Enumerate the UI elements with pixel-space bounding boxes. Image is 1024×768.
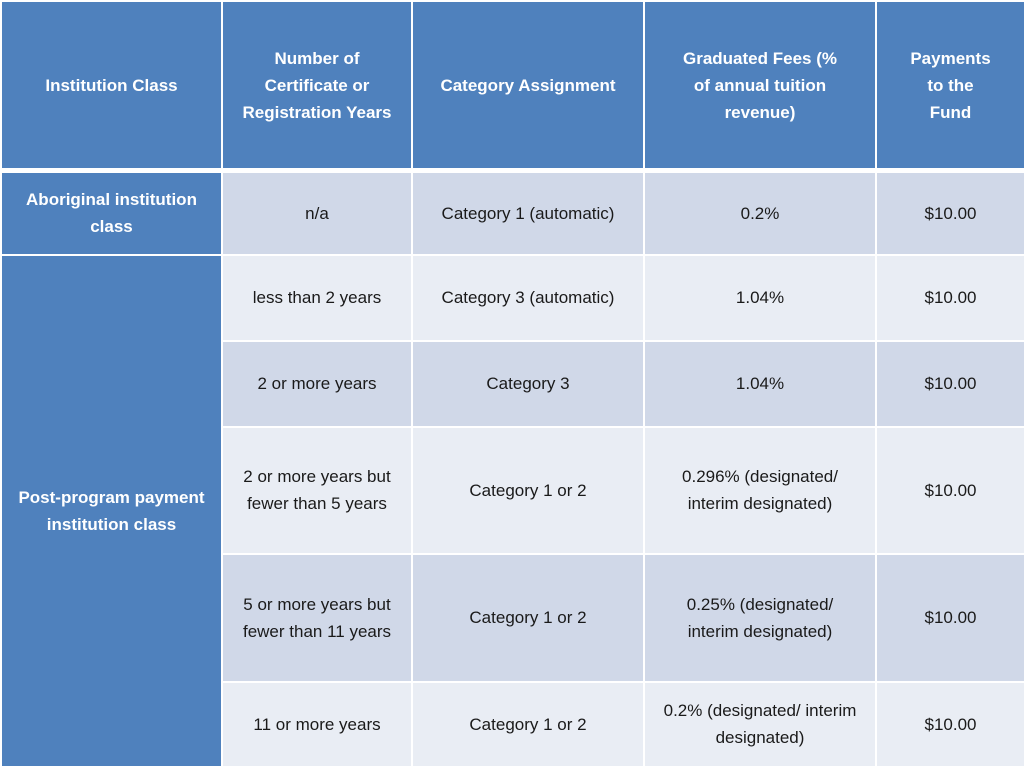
table-row: 2 or more years but fewer than 5 years C… (1, 425, 1024, 555)
category-cell: Category 3 (411, 339, 645, 428)
table-row: 2 or more years Category 3 1.04% $10.00 (1, 339, 1024, 428)
category-cell: Category 1 (automatic) (411, 169, 645, 256)
payment-cell: $10.00 (875, 169, 1024, 256)
header-years: Number of Certificate or Registration Ye… (221, 0, 413, 174)
institution-class-cell: Aboriginal institution class (0, 169, 223, 256)
fees-cell: 0.2% (643, 169, 877, 256)
payment-cell: $10.00 (875, 680, 1024, 768)
header-institution-class: Institution Class (0, 0, 223, 174)
fees-cell: 0.2% (designated/ interim designated) (643, 680, 877, 768)
years-cell: 5 or more years but fewer than 11 years (221, 552, 413, 683)
category-cell: Category 3 (automatic) (411, 253, 645, 342)
years-cell: 11 or more years (221, 680, 413, 768)
category-cell: Category 1 or 2 (411, 552, 645, 683)
fees-cell: 1.04% (643, 339, 877, 428)
category-cell: Category 1 or 2 (411, 680, 645, 768)
fees-cell: 0.25% (designated/ interim designated) (643, 552, 877, 683)
table-row: 11 or more years Category 1 or 2 0.2% (d… (1, 680, 1024, 768)
years-cell: 2 or more years (221, 339, 413, 428)
years-cell: 2 or more years but fewer than 5 years (221, 425, 413, 555)
years-cell: n/a (221, 169, 413, 256)
payment-cell: $10.00 (875, 339, 1024, 428)
category-cell: Category 1 or 2 (411, 425, 645, 555)
table-row: Aboriginal institution class n/a Categor… (0, 169, 1024, 256)
table-row: Post-program payment institution class l… (0, 253, 1024, 768)
institution-class-cell: Post-program payment institution class (0, 253, 223, 768)
fees-cell: 0.296% (designated/ interim designated) (643, 425, 877, 555)
payment-cell: $10.00 (875, 425, 1024, 555)
header-payments: Payments to the Fund (875, 0, 1024, 174)
years-cell: less than 2 years (221, 253, 413, 342)
table-row: 5 or more years but fewer than 11 years … (1, 552, 1024, 683)
header-row: Institution Class Number of Certificate … (0, 0, 1024, 174)
payment-cell: $10.00 (875, 552, 1024, 683)
payment-cell: $10.00 (875, 253, 1024, 342)
fees-cell: 1.04% (643, 253, 877, 342)
header-category: Category Assignment (411, 0, 645, 174)
header-fees: Graduated Fees (% of annual tuition reve… (643, 0, 877, 174)
